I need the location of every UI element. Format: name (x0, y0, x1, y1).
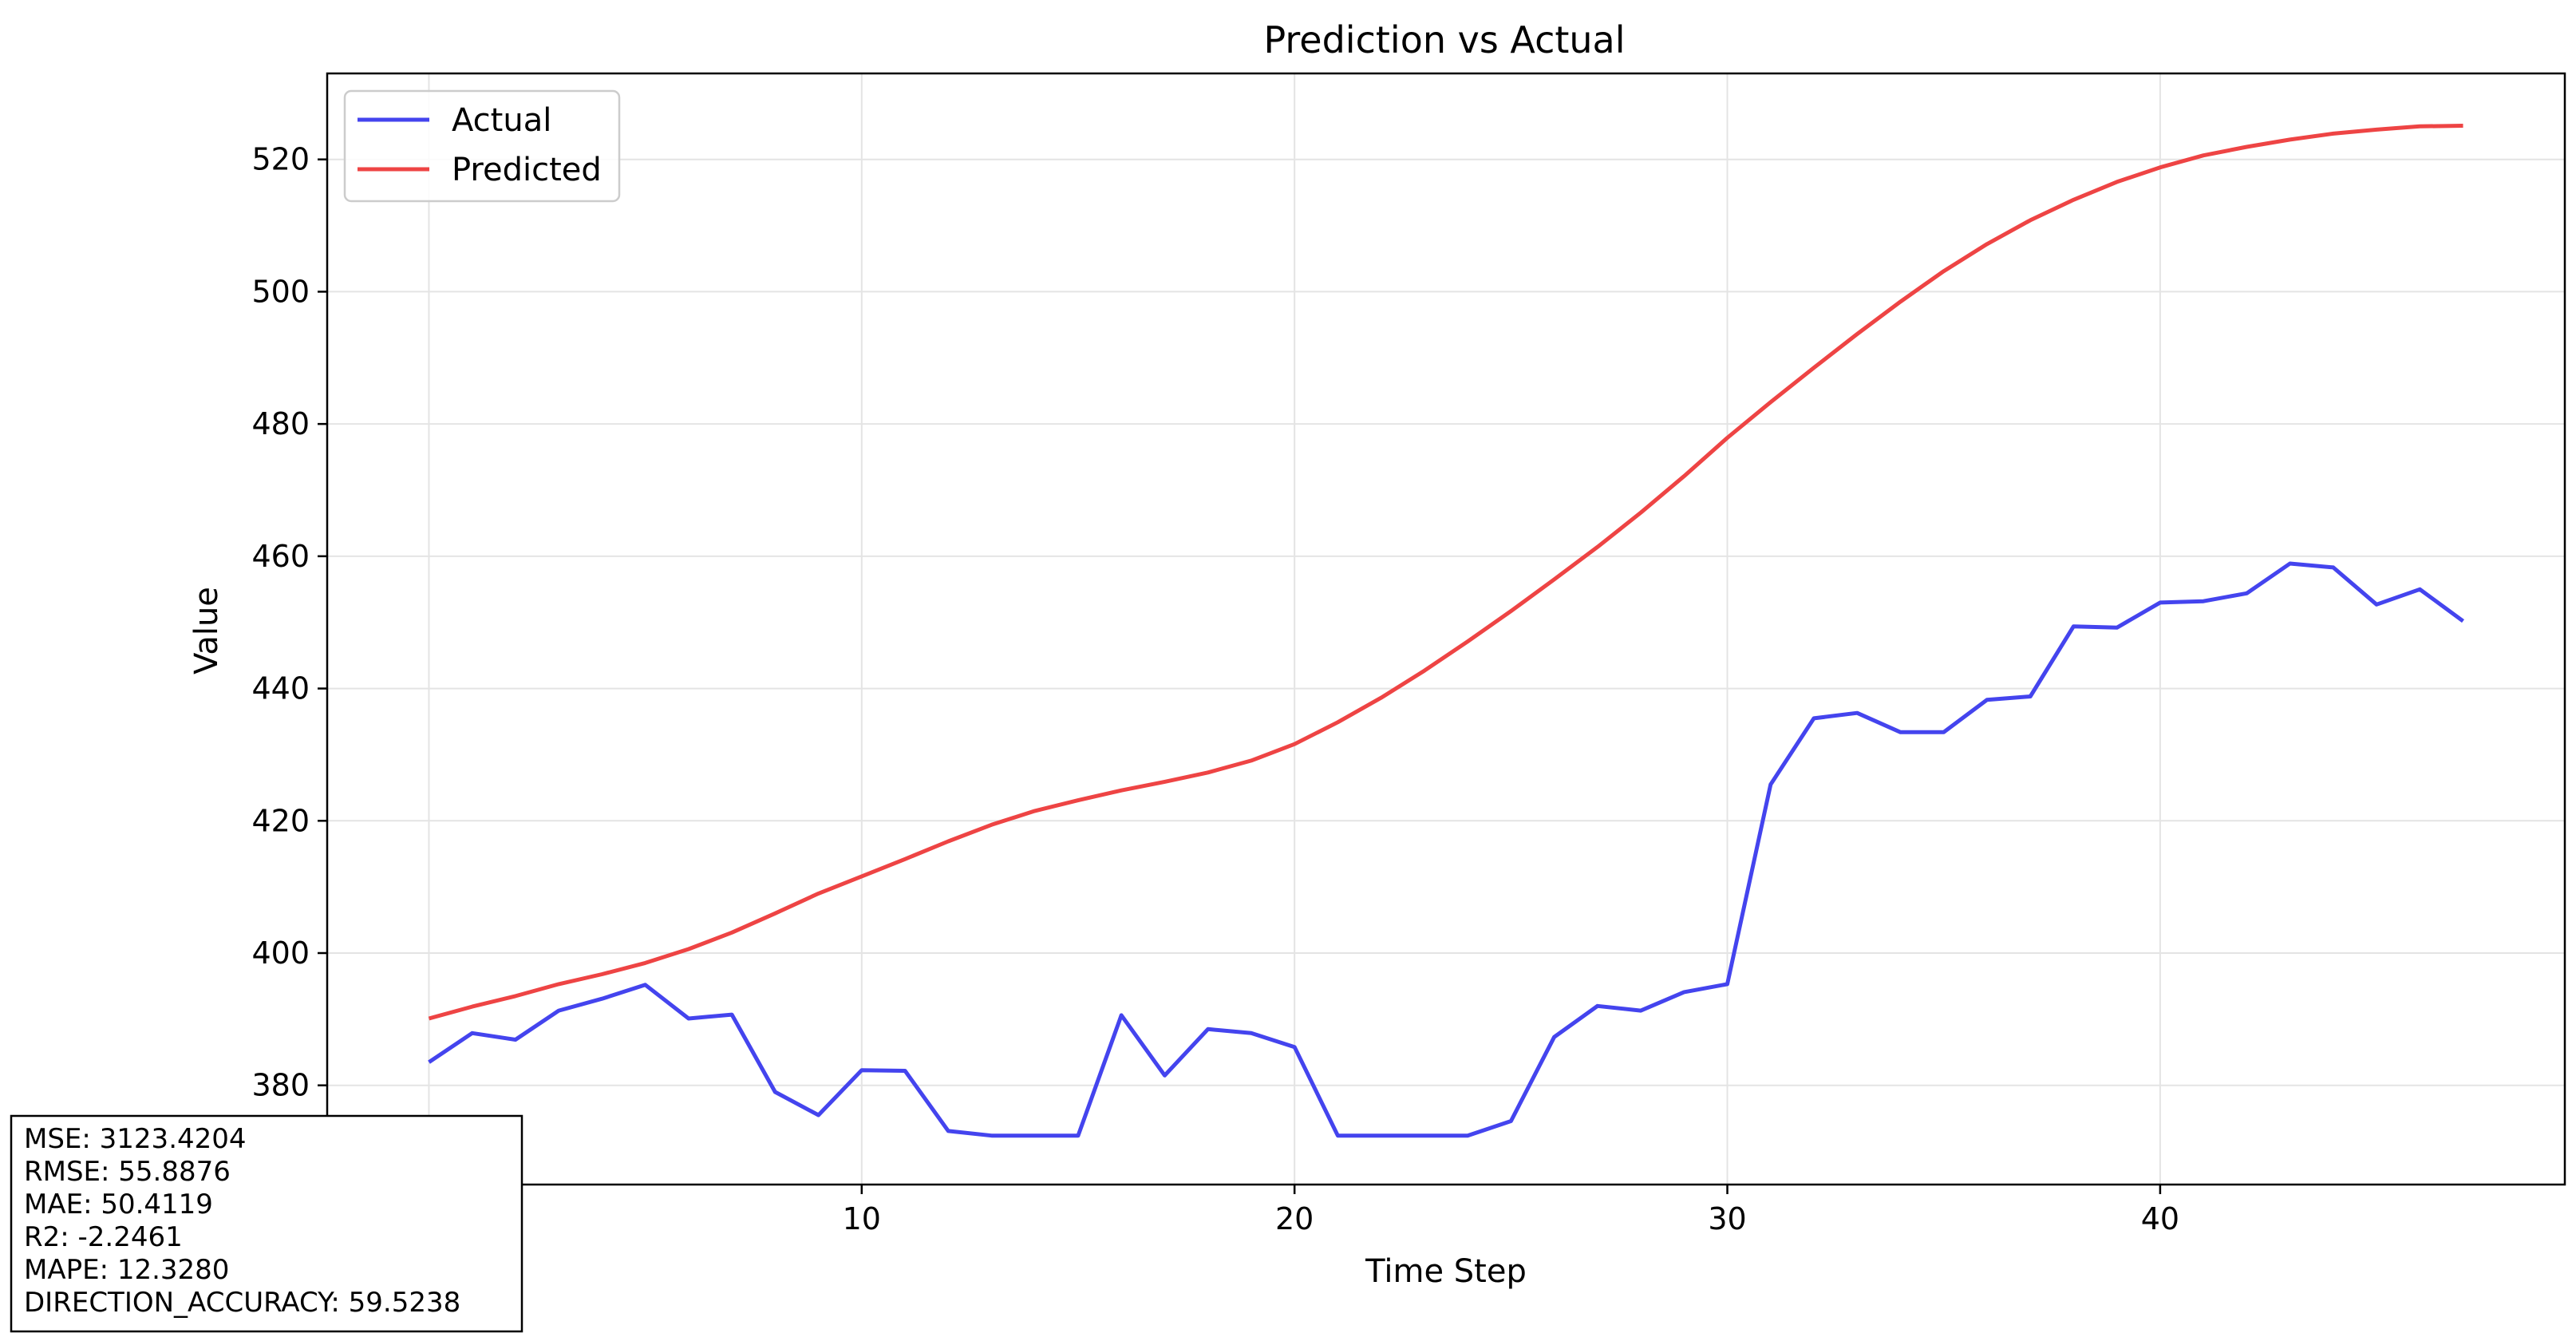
x-tick-label: 20 (1275, 1201, 1314, 1236)
metric-line: MSE: 3123.4204 (24, 1123, 247, 1155)
x-axis-label: Time Step (1365, 1253, 1527, 1290)
x-tick-label: 30 (1708, 1201, 1746, 1236)
series-layer (428, 124, 2464, 1138)
x-tick-label: 10 (843, 1201, 881, 1236)
legend-label-actual: Actual (452, 102, 551, 139)
metric-line: DIRECTION_ACCURACY: 59.5238 (24, 1287, 460, 1319)
series-line-actual (428, 561, 2464, 1138)
y-tick-label: 460 (251, 539, 310, 574)
metric-line: RMSE: 55.8876 (24, 1156, 231, 1188)
metrics-panel (10, 1114, 523, 1333)
chart-title: Prediction vs Actual (1263, 18, 1625, 61)
y-tick-label: 400 (251, 936, 310, 971)
plot-frame (326, 72, 2566, 1186)
grid-layer (327, 73, 2565, 1185)
y-tick-label: 420 (251, 803, 310, 838)
y-tick-label: 500 (251, 274, 310, 309)
metric-line: R2: -2.2461 (24, 1221, 183, 1253)
x-tick-label: 40 (2141, 1201, 2179, 1236)
metric-line: MAPE: 12.3280 (24, 1254, 229, 1286)
y-tick-label: 480 (251, 406, 310, 441)
metric-line: MAE: 50.4119 (24, 1189, 213, 1220)
series-line-predicted (428, 124, 2463, 1021)
legend-label-predicted: Predicted (452, 152, 602, 188)
y-tick-label: 520 (251, 142, 310, 177)
y-tick-label: 440 (251, 671, 310, 706)
y-tick-label: 380 (251, 1068, 310, 1103)
legend: Actual Predicted (343, 89, 621, 203)
y-axis-label: Value (188, 587, 225, 674)
